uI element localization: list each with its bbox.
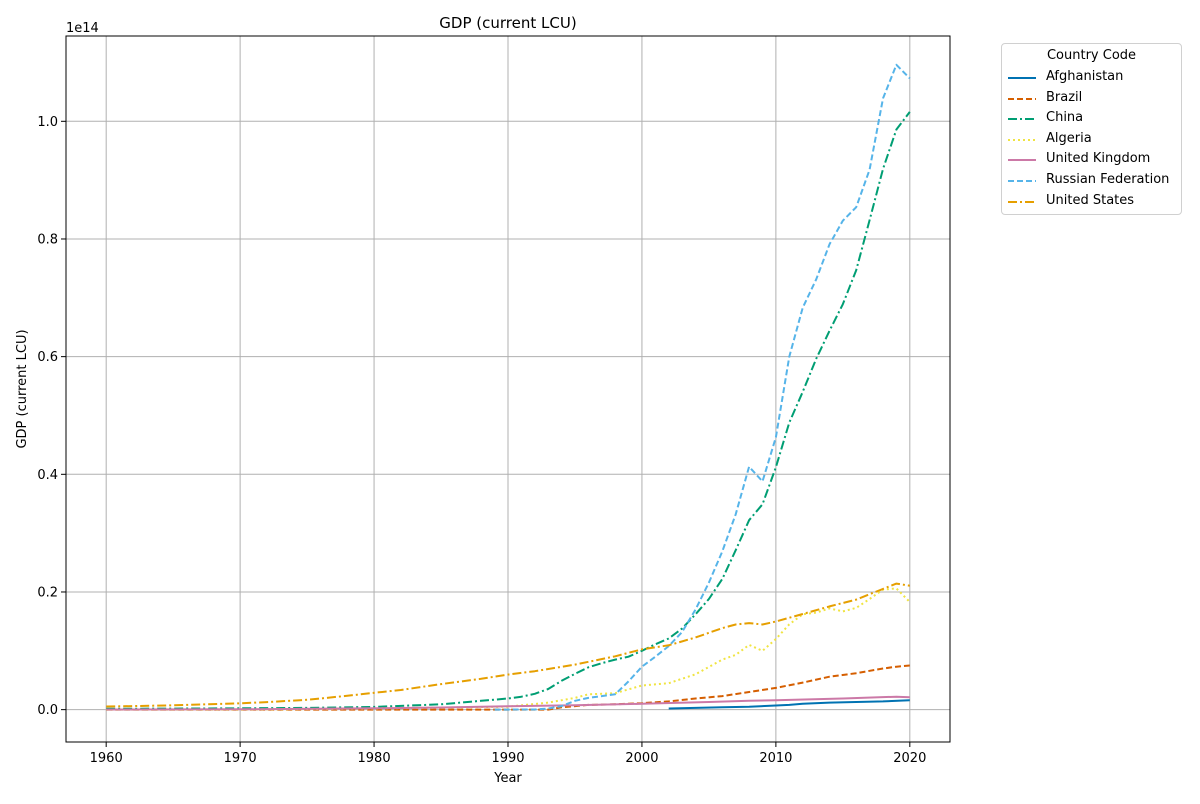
y-tick-label: 0.4	[37, 468, 58, 483]
x-tick-label: 1970	[224, 751, 257, 766]
series-line-afghanistan	[668, 699, 910, 710]
legend-swatch	[1008, 200, 1036, 203]
x-axis-label: Year	[493, 771, 522, 786]
legend-item-afghanistan: Afghanistan	[1008, 68, 1183, 88]
legend-swatch	[1008, 97, 1036, 100]
series-line-russian-federation	[494, 63, 911, 711]
x-tick-label: 1980	[358, 751, 391, 766]
legend-swatch	[1008, 118, 1036, 121]
legend-label: Russian Federation	[1046, 172, 1170, 187]
legend-label: United States	[1046, 192, 1135, 208]
legend-item-brazil: Brazil	[1008, 89, 1183, 109]
legend-swatch	[1008, 180, 1036, 182]
legend-swatch	[1008, 138, 1036, 141]
x-tick-label: 2000	[625, 751, 658, 766]
legend-title: Country Code	[1046, 48, 1137, 63]
series-line-china	[106, 111, 911, 710]
grid	[66, 36, 950, 742]
ticks: 1960 1970 1980 1990 2000 2010 2020 0.0 0.2 0.4 0.6…	[37, 115, 926, 766]
legend-item-united-states: United States	[1008, 192, 1183, 212]
legend-item-united-kingdom: United Kingdom	[1008, 150, 1183, 170]
legend-label: Algeria	[1046, 130, 1092, 146]
legend-item-russian-federation: Russian Federation	[1008, 171, 1183, 191]
y-tick-label: 0.2	[37, 585, 58, 600]
y-axis-label: GDP (current LCU)	[15, 329, 30, 448]
x-tick-label: 2020	[893, 751, 926, 766]
y-tick-label: 0.0	[37, 703, 58, 718]
series-line-algeria	[106, 587, 911, 711]
y-tick-label: 1.0	[37, 115, 58, 130]
legend-label: China	[1046, 110, 1084, 126]
y-tick-label: 0.6	[37, 350, 58, 365]
legend-label: Afghanistan	[1046, 69, 1124, 84]
chart-title: GDP (current LCU)	[439, 14, 576, 32]
legend-item-china: China	[1008, 109, 1183, 129]
series-layer	[106, 63, 911, 711]
legend: Country Code Afghanistan Brazil China Alger…	[1001, 43, 1182, 215]
x-tick-label: 1990	[491, 751, 524, 766]
legend-swatch	[1008, 159, 1036, 162]
y-axis-offset-label: 1e14	[66, 21, 99, 36]
x-tick-label: 2010	[759, 751, 792, 766]
series-line-united-states	[106, 582, 910, 708]
y-tick-label: 0.8	[37, 232, 58, 247]
legend-item-algeria: Algeria	[1008, 130, 1183, 150]
series-line-united-kingdom	[106, 695, 910, 711]
legend-swatch	[1008, 77, 1036, 79]
legend-label: United Kingdom	[1046, 151, 1151, 167]
x-tick-label: 1960	[90, 751, 123, 766]
legend-label: Brazil	[1046, 89, 1083, 105]
